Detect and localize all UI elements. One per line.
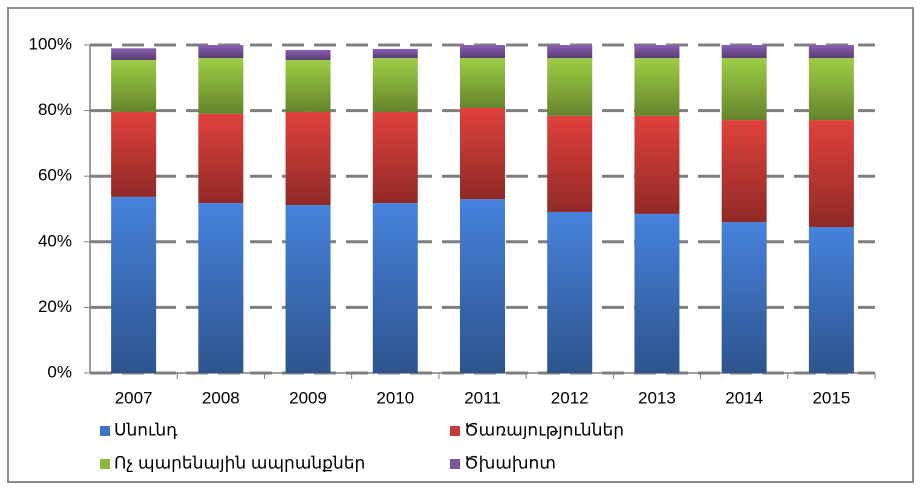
x-tick-label: 2009 (289, 388, 327, 407)
legend-swatch (100, 459, 110, 469)
bar-segment (547, 58, 593, 116)
x-tick-label: 2013 (638, 388, 676, 407)
bar-segment (721, 120, 767, 223)
bar-segment (285, 49, 331, 61)
x-tick-label: 2008 (202, 388, 240, 407)
bar-segment (198, 45, 244, 59)
x-tick-label: 2014 (725, 388, 763, 407)
bar-segment (111, 60, 157, 112)
bar-segment (198, 203, 244, 373)
legend-label: Ծխախոտ (464, 453, 556, 472)
bar-segment (634, 115, 680, 214)
bar-segment (111, 111, 157, 197)
bar-segment (460, 58, 505, 108)
bar-segment (808, 227, 854, 373)
bar-segment (547, 115, 593, 212)
x-tick-label: 2015 (812, 388, 850, 407)
bar-segment (198, 113, 244, 204)
y-tick-label: 100% (29, 34, 72, 53)
legend-label: Ոչ պարենային ապրանքներ (114, 453, 365, 472)
bar-segment (547, 45, 593, 59)
bar-segment (634, 45, 680, 59)
bar-segment (285, 60, 331, 112)
bar-segment (285, 111, 331, 206)
bar-segment (547, 211, 593, 373)
x-tick-label: 2012 (551, 388, 589, 407)
legend-label: Սնունդ (114, 420, 178, 439)
x-tick-label: 2007 (115, 388, 153, 407)
bar-segment (634, 213, 680, 373)
bar-segment (285, 205, 331, 373)
x-tick-label: 2010 (376, 388, 414, 407)
bar-segment (198, 58, 244, 114)
bar-segment (808, 58, 854, 121)
bar-segment (372, 58, 418, 112)
x-tick-label: 2011 (464, 388, 501, 407)
bar-segment (808, 120, 854, 228)
y-tick-label: 40% (38, 231, 72, 250)
y-tick-label: 0% (47, 362, 72, 381)
bar-segment (460, 199, 505, 373)
y-tick-label: 60% (38, 166, 72, 185)
bar-segment (721, 45, 767, 59)
bar-segment (372, 48, 418, 59)
legend-swatch (450, 426, 460, 436)
bar-segment (634, 58, 680, 116)
bar-segment (721, 222, 767, 373)
y-tick-label: 20% (38, 297, 72, 316)
bar-segment (372, 203, 418, 373)
bar-segment (808, 45, 854, 59)
bar-segment (111, 196, 157, 373)
bar-segment (460, 107, 505, 200)
y-tick-label: 80% (38, 100, 72, 119)
bar-segment (372, 111, 418, 204)
bar-segment (111, 48, 157, 61)
legend-label: Ծառայություններ (464, 420, 624, 439)
legend-swatch (450, 459, 460, 469)
bar-segment (460, 45, 505, 59)
bar-segment (721, 58, 767, 121)
legend-swatch (100, 426, 110, 436)
